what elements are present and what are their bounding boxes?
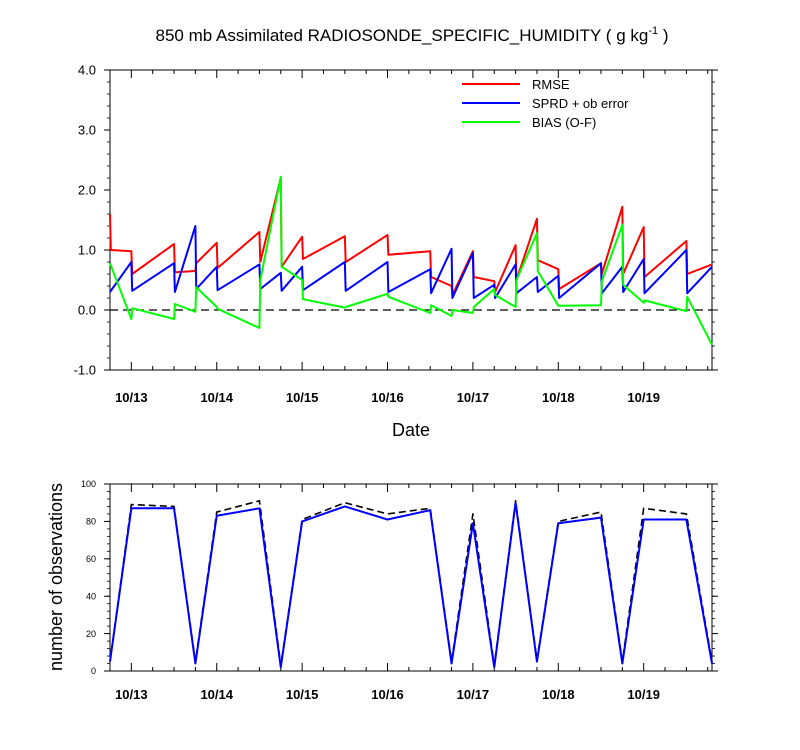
chart-title: 850 mb Assimilated RADIOSONDE_SPECIFIC_H… [156, 25, 669, 45]
bottom-plot-frame [109, 483, 713, 672]
top-xtick-label-5: 10/18 [542, 390, 575, 405]
legend: RMSE SPRD + ob error BIAS (O-F) [462, 77, 629, 130]
bottom-ytick-label-1: 20 [86, 629, 96, 639]
bottom-ytick-label-0: 0 [91, 666, 96, 676]
bottom-xtick-label-3: 10/16 [371, 687, 404, 702]
bottom-panel: 0 20 40 60 80 100 10/13 10/14 10/15 10/16 10/17 10/… [46, 479, 718, 702]
bottom-xtick-label-4: 10/17 [457, 687, 490, 702]
bottom-xtick-label-2: 10/15 [286, 687, 319, 702]
top-ytick-label-0: 4.0 [78, 63, 96, 78]
top-panel: 4.0 3.0 2.0 1.0 0.0 -1.0 10/13 10/14 10/15 10/16 1… [74, 63, 718, 440]
legend-label-bias: BIAS (O-F) [532, 115, 596, 130]
legend-label-sprd: SPRD + ob error [532, 96, 629, 111]
legend-label-rmse: RMSE [532, 77, 570, 92]
top-series-bias [109, 175, 713, 346]
top-xtick-label-3: 10/16 [371, 390, 404, 405]
x-axis-title: Date [392, 420, 430, 440]
bottom-xtick-label-0: 10/13 [115, 687, 148, 702]
bottom-series-obs_used [109, 501, 713, 669]
bottom-xtick-label-6: 10/19 [627, 687, 660, 702]
bottom-ytick-label-2: 40 [86, 591, 96, 601]
top-series-sprd [109, 225, 713, 299]
y-axis-title-observations: number of observations [46, 483, 66, 671]
bottom-xtick-label-1: 10/14 [200, 687, 233, 702]
top-series-group [109, 175, 713, 346]
top-ytick-label-4: 0.0 [78, 303, 96, 318]
top-xtick-label-0: 10/13 [115, 390, 148, 405]
bottom-series-obs_possible [109, 500, 713, 667]
bottom-axis-ticks: 0 20 40 60 80 100 10/13 10/14 10/15 10/16 10/17 10/… [81, 479, 718, 702]
bottom-ytick-label-3: 60 [86, 554, 96, 564]
top-ytick-label-5: -1.0 [74, 363, 96, 378]
top-xtick-label-4: 10/17 [457, 390, 490, 405]
top-xtick-label-2: 10/15 [286, 390, 319, 405]
top-ytick-label-3: 1.0 [78, 243, 96, 258]
top-ytick-label-1: 3.0 [78, 123, 96, 138]
bottom-ytick-label-4: 80 [86, 517, 96, 527]
top-xtick-label-6: 10/19 [627, 390, 660, 405]
bottom-ytick-label-5: 100 [81, 479, 96, 489]
bottom-xtick-label-5: 10/18 [542, 687, 575, 702]
bottom-series-group [109, 500, 713, 669]
top-ytick-label-2: 2.0 [78, 183, 96, 198]
top-axis-ticks: 4.0 3.0 2.0 1.0 0.0 -1.0 10/13 10/14 10/15 10/16 1… [74, 63, 718, 405]
top-xtick-label-1: 10/14 [200, 390, 233, 405]
